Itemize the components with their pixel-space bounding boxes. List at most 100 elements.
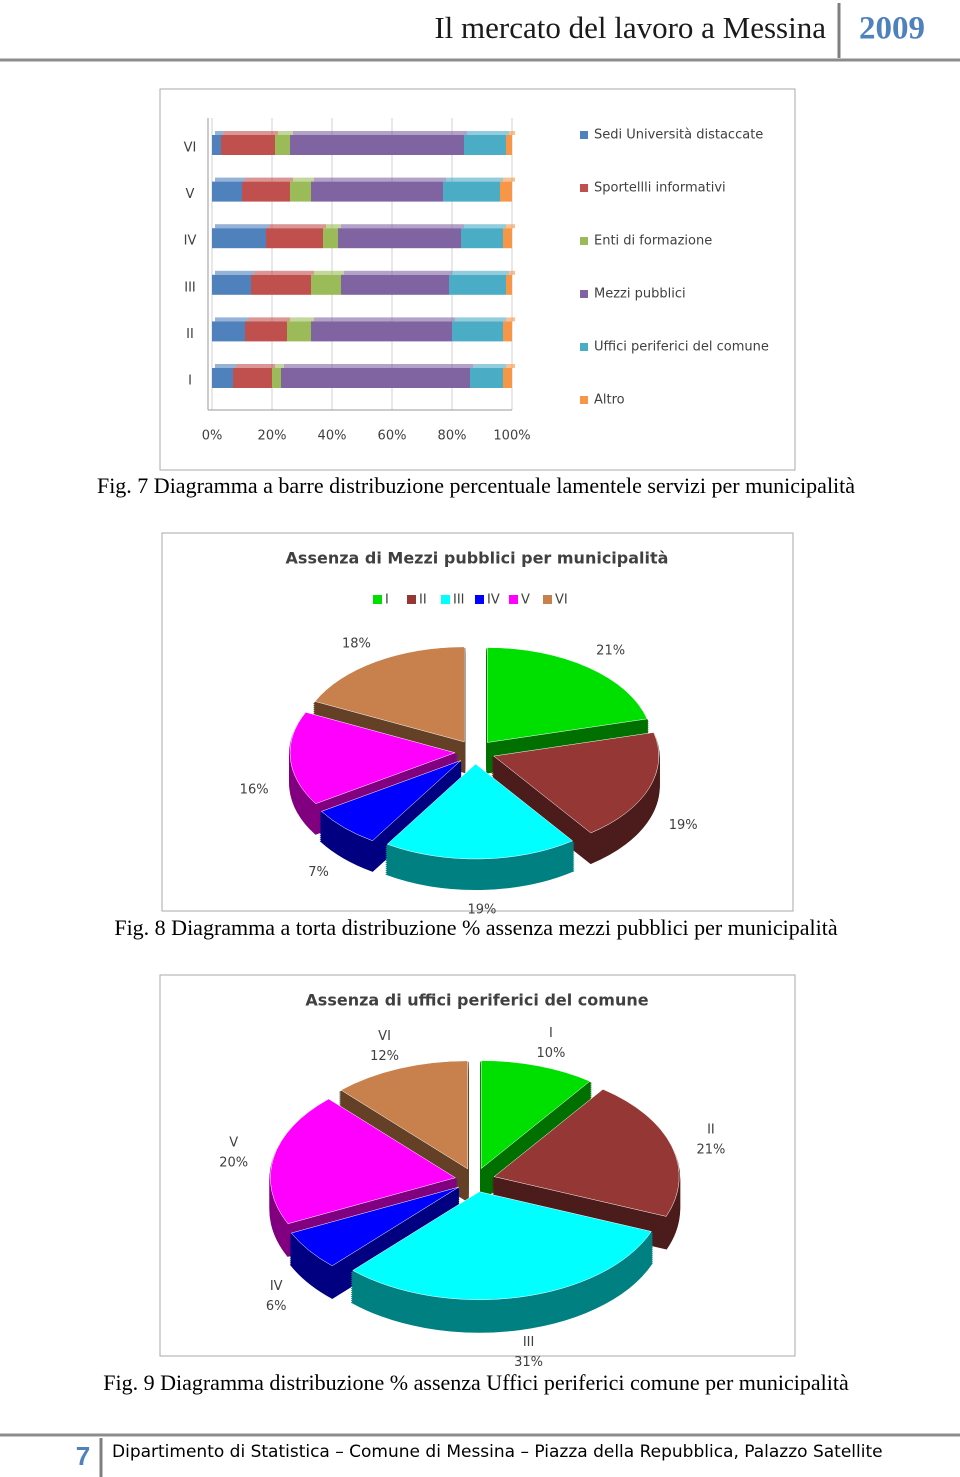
bar-top — [290, 317, 314, 322]
bar-segment — [281, 368, 470, 388]
x-tick-label: 80% — [438, 429, 467, 444]
bar-top — [344, 270, 452, 275]
bar-top — [446, 177, 503, 182]
bar-top — [455, 317, 506, 322]
legend-swatch — [373, 595, 382, 604]
legend-swatch — [441, 595, 450, 604]
bar-segment — [503, 228, 512, 249]
bar-segment — [311, 181, 443, 202]
bar-segment — [311, 274, 341, 295]
bar-top — [326, 224, 341, 229]
slice-category: V — [229, 1136, 238, 1151]
bar-segment — [452, 321, 503, 342]
slice-category: II — [707, 1122, 715, 1137]
bar-segment — [323, 228, 338, 249]
bar-segment — [251, 274, 311, 295]
legend-label: Mezzi pubblici — [594, 287, 686, 302]
slice-value: 7% — [308, 865, 329, 880]
slice — [290, 1186, 459, 1267]
footer-text: Dipartimento di Statistica – Comune di M… — [112, 1442, 883, 1462]
slice-value: 18% — [342, 637, 371, 652]
y-tick-label: II — [186, 327, 194, 342]
bar-segment — [290, 135, 464, 155]
legend-swatch — [407, 595, 416, 604]
legend-label: VI — [555, 593, 568, 608]
bar-segment — [212, 274, 251, 295]
bar-segment — [212, 368, 233, 388]
x-tick-label: 20% — [258, 429, 287, 444]
slice-value: 16% — [240, 783, 269, 798]
bar-top — [248, 317, 290, 322]
legend-label: Sedi Università distaccate — [594, 128, 763, 143]
bar-top — [467, 131, 509, 135]
bar-segment — [266, 228, 323, 249]
slice-value: 21% — [696, 1142, 725, 1157]
legend-label: III — [453, 593, 465, 608]
x-tick-label: 60% — [378, 429, 407, 444]
bar-top — [293, 177, 314, 182]
slice-value: 31% — [514, 1355, 543, 1370]
bar-segment — [506, 135, 512, 155]
slice-value: 10% — [536, 1046, 565, 1061]
legend-swatch — [580, 396, 588, 404]
bar-segment — [212, 135, 221, 155]
bar-top — [275, 364, 284, 368]
slice — [480, 1060, 591, 1170]
bar-segment — [290, 181, 311, 202]
bar-top — [509, 270, 515, 275]
legend-swatch — [580, 290, 588, 298]
bar-top — [236, 364, 275, 368]
bar-top — [254, 270, 314, 275]
bar-top — [314, 270, 344, 275]
bar-top — [278, 131, 293, 135]
chart-title: Assenza di Mezzi pubblici per municipali… — [286, 549, 669, 568]
legend-label: Altro — [594, 393, 625, 408]
slice-category: I — [549, 1026, 553, 1041]
header-year: 2009 — [859, 11, 925, 47]
bar-segment — [443, 181, 500, 202]
bar-top — [464, 224, 506, 229]
bar-top — [269, 224, 326, 229]
bar-segment — [287, 321, 311, 342]
x-tick-label: 100% — [493, 429, 530, 444]
slice — [321, 760, 462, 841]
bar-top — [509, 131, 515, 135]
legend-label: IV — [487, 593, 500, 608]
y-tick-label: IV — [184, 234, 197, 249]
legend-label: V — [521, 593, 530, 608]
slice — [493, 1088, 680, 1217]
x-tick-label: 0% — [202, 429, 223, 444]
slice-category: IV — [270, 1279, 283, 1294]
slice — [386, 763, 574, 860]
bar-top — [215, 177, 245, 182]
slice-category: III — [523, 1335, 535, 1350]
slice — [487, 647, 648, 743]
legend-label: Sportellli informativi — [594, 181, 726, 196]
bar-top — [314, 177, 446, 182]
bar-segment — [221, 135, 275, 155]
legend-swatch — [580, 131, 588, 139]
x-tick-label: 40% — [318, 429, 347, 444]
caption: Fig. 9 Diagramma distribuzione % assenza… — [103, 1370, 849, 1395]
bar-segment — [311, 321, 452, 342]
slice-category: VI — [378, 1029, 391, 1044]
y-tick-label: I — [188, 374, 192, 389]
bar-segment — [233, 368, 272, 388]
bar-top — [284, 364, 473, 368]
bar-segment — [503, 368, 512, 388]
bar-segment — [461, 228, 503, 249]
legend-label: Uffici periferici del comune — [594, 340, 769, 355]
slice — [493, 732, 660, 834]
slice-value: 19% — [467, 902, 496, 917]
bar-top — [506, 224, 515, 229]
legend-swatch — [580, 184, 588, 192]
page-number: 7 — [76, 1441, 90, 1471]
slice — [314, 646, 465, 743]
bar-top — [503, 177, 515, 182]
bar-top — [215, 317, 248, 322]
y-tick-label: III — [184, 280, 196, 295]
bar-top — [473, 364, 506, 368]
slice-value: 19% — [669, 818, 698, 833]
caption: Fig. 7 Diagramma a barre distribuzione p… — [97, 473, 855, 498]
